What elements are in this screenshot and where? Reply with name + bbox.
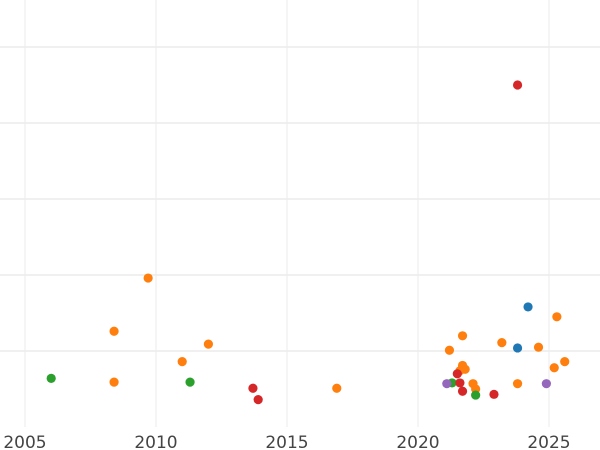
x-axis-ticks: 2005 2010 2015 2020 2025 [3, 433, 570, 450]
data-point-orange [552, 312, 562, 322]
data-point-blue [512, 343, 523, 353]
data-point-orange [143, 273, 153, 283]
data-point-red [457, 386, 468, 396]
data-point-orange [109, 377, 119, 387]
data-point-green [46, 373, 56, 383]
data-point-orange [109, 326, 119, 336]
data-point-red [455, 378, 465, 388]
data-point-orange [457, 331, 468, 341]
data-point-blue [523, 302, 533, 312]
data-point-orange [560, 357, 570, 367]
x-tick-label: 2005 [3, 433, 46, 450]
data-point-orange [549, 363, 559, 373]
data-point-green [471, 390, 481, 400]
data-point-orange [497, 338, 507, 348]
gridlines [0, 0, 600, 427]
x-tick-label: 2010 [134, 433, 177, 450]
data-point-orange [444, 345, 455, 355]
x-tick-label: 2025 [527, 433, 570, 450]
data-point-orange [512, 379, 523, 389]
x-tick-label: 2020 [396, 433, 439, 450]
data-point-orange [533, 342, 544, 352]
data-point-orange [177, 357, 187, 367]
data-point-orange [203, 339, 213, 349]
data-point-purple [541, 379, 551, 389]
data-point-purple [442, 379, 452, 389]
data-point-green [185, 377, 195, 387]
data-point-red [452, 369, 462, 379]
data-point-red [512, 80, 523, 90]
data-point-red [248, 383, 258, 393]
data-point-red [489, 389, 499, 399]
data-point-red [253, 395, 263, 405]
x-tick-label: 2015 [265, 433, 308, 450]
data-points [46, 80, 570, 405]
data-point-orange [332, 383, 342, 393]
